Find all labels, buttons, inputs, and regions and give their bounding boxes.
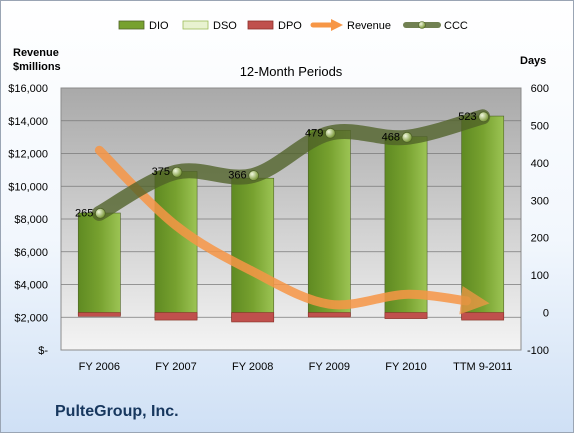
ccc-data-label: 366: [228, 170, 246, 182]
legend-label: DSO: [213, 20, 237, 32]
y-left-tick-label: $8,000: [14, 214, 48, 226]
x-tick-label: FY 2008: [232, 361, 273, 373]
legend-label: CCC: [444, 20, 468, 32]
y-right-tick-label: 0: [543, 308, 549, 320]
y-left-tick-label: $4,000: [14, 280, 48, 292]
dio-bar: [154, 171, 198, 319]
dio-bar: [307, 129, 351, 316]
legend-swatch-marker: [418, 21, 426, 29]
dio-bar: [461, 115, 505, 319]
legend-swatch-arrowhead: [331, 19, 343, 31]
dpo-bar: [384, 312, 428, 319]
legend-label: DIO: [149, 20, 169, 32]
ccc-data-label: 265: [75, 207, 93, 219]
ccc-point: [94, 207, 106, 219]
y-right-axis-title: Days: [520, 55, 546, 67]
legend-swatch: [247, 20, 274, 30]
legend-swatch: [118, 20, 145, 30]
ccc-point: [401, 132, 413, 143]
x-tick-label: FY 2007: [155, 361, 196, 373]
revenue-line: [94, 145, 490, 315]
legend-swatch: [182, 20, 209, 30]
y-left-tick-label: $14,000: [8, 116, 48, 128]
y-right-tick-label: -100: [527, 345, 549, 357]
legend-label: DPO: [278, 20, 302, 32]
y-left-axis-title: $millions: [13, 61, 61, 73]
y-right-tick-label: 600: [531, 83, 549, 95]
chart-title: 12-Month Periods: [240, 64, 343, 79]
y-left-tick-label: $12,000: [8, 149, 48, 161]
company-name: PulteGroup, Inc.: [55, 403, 179, 420]
x-tick-label: TTM 9-2011: [453, 361, 512, 373]
ccc-data-label: 375: [152, 166, 170, 178]
y-right-tick-label: 100: [531, 270, 549, 282]
dpo-bar: [77, 312, 121, 317]
y-left-tick-label: $-: [38, 345, 48, 357]
dpo-bar: [307, 312, 351, 318]
x-tick-label: FY 2006: [79, 361, 120, 373]
ccc-point: [478, 111, 490, 123]
dpo-bar: [154, 312, 198, 321]
ccc-data-label: 523: [458, 111, 476, 123]
y-left-tick-label: $10,000: [8, 181, 48, 193]
dio-bar: [77, 212, 121, 316]
y-right-tick-label: 300: [531, 195, 549, 207]
dpo-bar: [461, 312, 505, 321]
ccc-point: [324, 127, 336, 139]
ccc-data-label: 479: [305, 127, 323, 139]
y-left-tick-label: $2,000: [14, 312, 48, 324]
dpo-bar: [231, 312, 275, 323]
y-left-tick-label: $6,000: [14, 247, 48, 259]
dio-bar: [231, 177, 275, 321]
x-tick-label: FY 2010: [385, 361, 426, 373]
y-right-tick-label: 200: [531, 233, 549, 245]
ccc-data-label: 468: [382, 131, 400, 143]
y-right-tick-label: 400: [531, 158, 549, 170]
ccc-point: [248, 170, 260, 181]
legend-label: Revenue: [347, 20, 391, 32]
y-left-tick-label: $16,000: [8, 83, 48, 95]
ccc-point: [171, 166, 183, 178]
y-right-tick-label: 500: [531, 120, 549, 132]
y-left-axis-title: Revenue: [13, 47, 59, 59]
x-tick-label: FY 2009: [309, 361, 350, 373]
